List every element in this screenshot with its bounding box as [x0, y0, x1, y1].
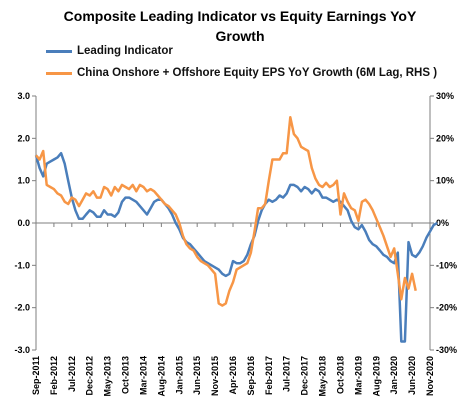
- x-tick-label: Apr-2016: [228, 356, 238, 395]
- y-left-tick-label: -1.0: [14, 260, 30, 270]
- legend-label-leading-indicator: Leading Indicator: [77, 45, 173, 57]
- x-tick-label: May-2018: [318, 356, 328, 397]
- y-right-tick-label: 0%: [436, 218, 449, 228]
- x-tick-label: May-2013: [103, 356, 113, 397]
- legend-label-eps-growth: China Onshore + Offshore Equity EPS YoY …: [77, 67, 438, 79]
- y-left-tick-label: 3.0: [17, 91, 30, 101]
- x-tick-label: Mar-2014: [138, 356, 148, 395]
- legend: Leading Indicator China Onshore + Offsho…: [46, 40, 437, 84]
- x-tick-label: Dec-2012: [85, 356, 95, 396]
- x-tick-label: Aug-2019: [371, 356, 381, 397]
- y-left-tick-label: 0.0: [17, 218, 30, 228]
- x-tick-label: Jun-2015: [192, 356, 202, 395]
- x-tick-label: Nov-2020: [425, 356, 435, 396]
- y-right-tick-label: -20%: [436, 303, 457, 313]
- x-tick-label: Jan-2015: [174, 356, 184, 395]
- legend-swatch-eps-growth: [46, 71, 72, 75]
- x-tick-label: Oct-2013: [121, 356, 131, 394]
- x-tick-label: Dec-2017: [300, 356, 310, 396]
- series-line-leading-indicator: [34, 151, 438, 343]
- x-tick-label: Jul-2017: [282, 356, 292, 392]
- x-tick-label: Feb-2017: [264, 356, 274, 395]
- x-tick-label: Sep-2016: [246, 356, 256, 396]
- y-left-tick-label: 2.0: [17, 133, 30, 143]
- x-tick-label: Oct-2018: [335, 356, 345, 394]
- y-right-tick-label: 30%: [436, 91, 454, 101]
- y-left-tick-label: -3.0: [14, 345, 30, 355]
- y-left-tick-label: 1.0: [17, 176, 30, 186]
- y-right-tick-label: -10%: [436, 260, 457, 270]
- x-tick-label: Aug-2014: [156, 356, 166, 397]
- y-right-tick-label: 20%: [436, 133, 454, 143]
- legend-swatch-leading-indicator: [46, 49, 72, 53]
- legend-item-leading-indicator: Leading Indicator: [46, 40, 437, 62]
- chart-title: Composite Leading Indicator vs Equity Ea…: [63, 8, 417, 44]
- x-tick-label: Jan-2020: [389, 356, 399, 395]
- x-tick-label: Jul-2012: [67, 356, 77, 392]
- x-tick-label: Feb-2012: [49, 356, 59, 395]
- y-right-tick-label: 10%: [436, 176, 454, 186]
- x-tick-label: Jun-2020: [407, 356, 417, 395]
- series-line-eps-growth: [35, 115, 417, 307]
- x-tick-label: Mar-2019: [353, 356, 363, 395]
- y-left-tick-label: -2.0: [14, 303, 30, 313]
- legend-item-eps-growth: China Onshore + Offshore Equity EPS YoY …: [46, 62, 437, 84]
- y-right-tick-label: -30%: [436, 345, 457, 355]
- x-tick-label: Sep-2011: [31, 356, 41, 395]
- x-tick-label: Nov-2015: [210, 356, 220, 396]
